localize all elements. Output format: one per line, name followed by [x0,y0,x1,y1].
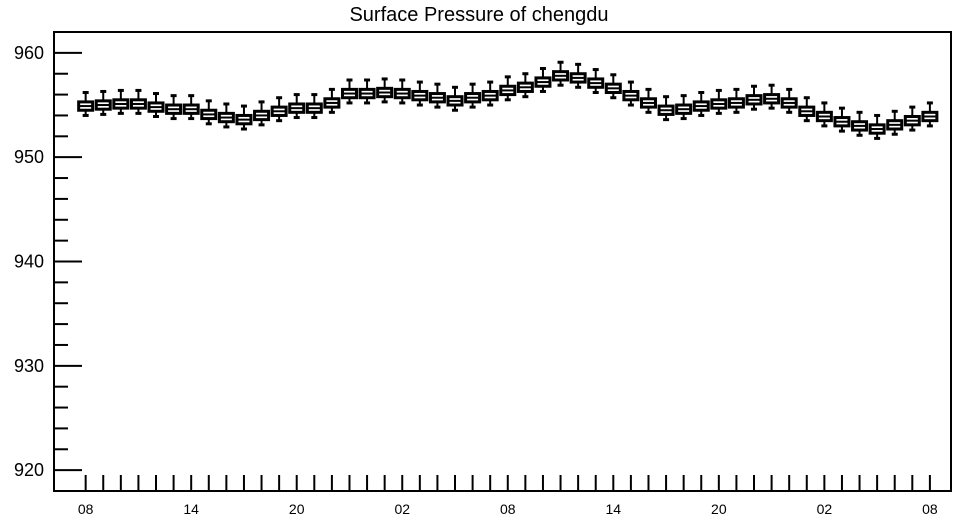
box-40 [780,87,798,114]
box-34 [675,94,693,121]
box-21 [446,85,464,112]
y-tick-label: 940 [14,252,44,272]
box-18 [393,78,411,105]
box-5 [165,94,183,121]
x-tick-label: 02 [394,501,410,517]
y-tick-label: 950 [14,147,44,167]
y-tick-label: 930 [14,356,44,376]
box-43 [833,106,851,133]
x-axis: 08 14 20 02 08 14 20 02 08 [78,475,938,517]
box-42 [815,101,833,128]
box-10 [253,100,271,127]
x-tick-label: 20 [711,501,727,517]
box-45 [868,113,886,140]
box-4 [147,92,165,118]
box-31 [622,80,640,107]
plot-frame [53,31,952,492]
box-14 [323,87,341,114]
box-0 [77,91,95,117]
box-30 [604,73,622,100]
box-46 [886,109,904,136]
x-tick-label: 02 [817,501,833,517]
box-24 [499,75,517,102]
x-tick-label: 08 [78,501,94,517]
box-13 [305,93,323,120]
y-tick-label: 920 [14,460,44,480]
box-20 [428,82,446,109]
y-tick-label: 960 [14,43,44,63]
box-29 [587,68,605,95]
x-tick-label: 08 [922,501,938,517]
box-33 [657,95,675,122]
box-17 [376,77,394,104]
box-25 [516,72,534,99]
box-series [77,60,939,140]
box-35 [692,91,710,117]
chart-title: Surface Pressure of chengdu [349,4,609,26]
x-tick-label: 20 [289,501,305,517]
box-1 [94,89,112,116]
box-41 [798,96,816,123]
box-9 [235,104,253,131]
box-26 [534,67,552,93]
y-axis: 920 930 940 950 960 [14,31,82,492]
box-32 [639,87,657,114]
box-16 [358,78,376,105]
box-22 [464,82,482,109]
box-19 [411,80,429,107]
box-6 [182,94,200,121]
box-48 [921,101,939,128]
box-27 [552,60,570,87]
box-39 [763,83,781,110]
box-15 [340,78,358,105]
box-37 [727,87,745,114]
box-3 [129,88,147,115]
box-28 [569,62,587,89]
box-8 [217,102,235,129]
box-36 [710,88,728,115]
box-23 [481,80,499,107]
box-7 [200,99,218,126]
x-tick-label: 14 [606,501,622,517]
box-38 [745,84,763,111]
box-2 [112,88,130,115]
box-12 [288,93,306,120]
box-11 [270,96,288,123]
x-tick-label: 08 [500,501,516,517]
x-tick-label: 14 [183,501,199,517]
box-44 [851,110,869,137]
box-47 [903,105,921,132]
